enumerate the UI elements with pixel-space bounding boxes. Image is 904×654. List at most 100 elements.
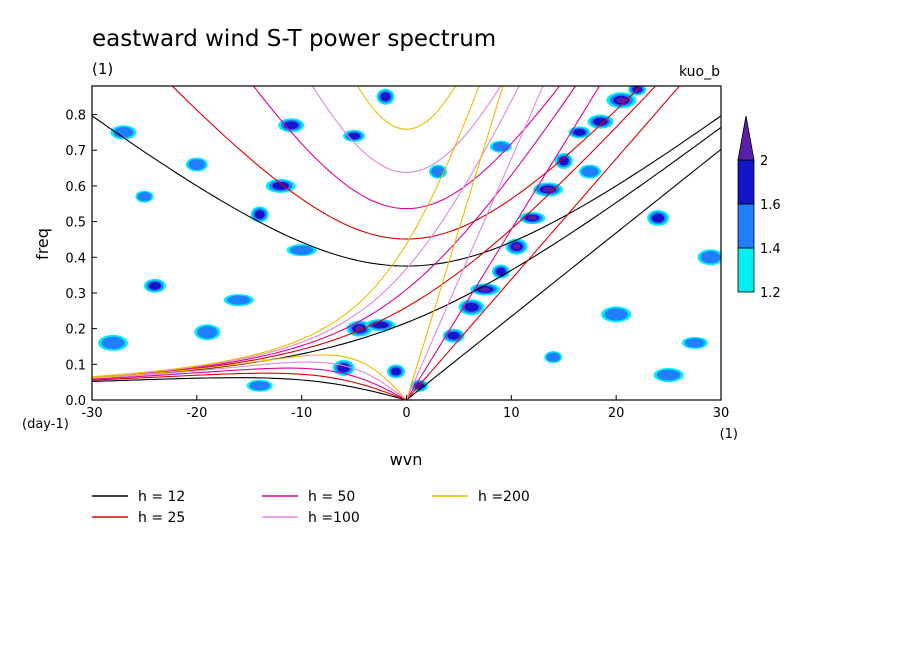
- contour-blob: [544, 351, 563, 364]
- y-axis-ticks: 0.0 0.1 0.2 0.3 0.4 0.5 0.6 0.7 0.8: [65, 109, 97, 409]
- colorbar-segment: [737, 203, 755, 249]
- contour-blob: [606, 92, 637, 109]
- chart-annotation-right: kuo_b: [679, 64, 720, 80]
- contour-blob: [223, 294, 254, 307]
- dispersion-curve: [405, 86, 544, 400]
- dispersion-curve: [405, 86, 504, 400]
- contour-level: [197, 325, 218, 339]
- y-tick-label: 0.6: [65, 180, 86, 195]
- contour-level: [272, 181, 290, 190]
- y-tick-label: 0.4: [65, 251, 86, 266]
- contour-blob: [387, 364, 406, 379]
- legend-label: h = 12: [138, 489, 185, 505]
- x-tick-label: 0: [402, 406, 410, 421]
- legend-label: h =200: [478, 489, 530, 505]
- contour-blob: [554, 152, 573, 169]
- contour-level: [227, 295, 251, 305]
- contour-level: [593, 117, 608, 126]
- dispersion-curve: [92, 86, 480, 378]
- x-tick-label: -10: [291, 406, 312, 421]
- contour-level: [558, 156, 569, 166]
- legend: h = 12 h = 25 h = 50 h =100 h =200: [92, 489, 530, 526]
- y-tick-label: 0.5: [65, 216, 86, 231]
- contour-blob: [143, 278, 166, 293]
- dispersion-curve: [406, 86, 601, 400]
- contour-blob: [265, 178, 296, 193]
- y-tick-label: 0.8: [65, 109, 86, 124]
- contour-level: [289, 245, 314, 255]
- y-tick-label: 0.3: [65, 287, 86, 302]
- contour-blob: [97, 334, 128, 351]
- x-tick-label: -30: [81, 406, 102, 421]
- contour-blob: [278, 118, 305, 133]
- contour-level: [249, 381, 270, 391]
- contour-blob: [110, 125, 137, 140]
- colorbar-segment: [737, 247, 755, 293]
- dispersion-curve: [92, 126, 721, 379]
- dispersion-curve: [92, 354, 407, 400]
- x-axis-ticks: -30 -20 -10 0 10 20 30: [81, 395, 729, 421]
- legend-label: h = 25: [138, 510, 185, 526]
- contour-level: [604, 308, 628, 321]
- contour-fill-layer: [97, 86, 721, 392]
- colorbar-label: 1.6: [760, 198, 781, 213]
- x-axis-label: wvn: [390, 450, 423, 469]
- dispersion-curve: [311, 86, 502, 173]
- contour-level: [700, 251, 721, 264]
- x-tick-label: 20: [608, 406, 625, 421]
- contour-blob: [505, 238, 528, 255]
- contour-blob: [135, 190, 154, 203]
- colorbar-segment: [737, 159, 755, 205]
- dispersion-curve: [92, 361, 407, 400]
- x-tick-label: -20: [186, 406, 207, 421]
- contour-level: [113, 126, 134, 138]
- contour-level: [188, 159, 206, 170]
- contour-blob: [246, 379, 273, 392]
- dispersion-curve: [406, 86, 681, 400]
- contour-level: [371, 321, 389, 329]
- y-axis-label: freq: [33, 228, 52, 260]
- contour-blob: [365, 319, 396, 332]
- dispersion-curve: [92, 86, 577, 378]
- legend-label: h =100: [308, 510, 360, 526]
- contour-level: [430, 166, 445, 178]
- colorbar-arrow: [737, 115, 755, 161]
- contour-blob: [343, 129, 366, 142]
- contour-level: [512, 243, 521, 250]
- dispersion-curve: [92, 377, 407, 400]
- x-tick-label: 10: [503, 406, 520, 421]
- dispersion-curve: [92, 115, 721, 267]
- colorbar: 1.2 1.4 1.6 2: [737, 115, 781, 301]
- contour-level: [148, 281, 162, 290]
- legend-label: h = 50: [308, 489, 355, 505]
- contour-blob: [250, 206, 269, 223]
- dispersion-curve: [92, 367, 407, 400]
- colorbar-label: 1.4: [760, 242, 781, 257]
- colorbar-label: 1.2: [760, 286, 781, 301]
- x-axis-unit: (1): [720, 427, 738, 442]
- contour-blob: [185, 157, 208, 172]
- contour-blob: [458, 299, 485, 316]
- contour-level: [684, 338, 705, 348]
- contour-level: [137, 191, 152, 202]
- contour-level: [546, 352, 561, 362]
- contour-level: [651, 213, 665, 223]
- chart-title: eastward wind S-T power spectrum: [92, 26, 496, 52]
- contour-level: [380, 92, 391, 102]
- contour-level: [495, 267, 506, 276]
- contour-blob: [681, 336, 708, 349]
- contour-blob: [376, 88, 395, 105]
- contour-blob: [568, 126, 591, 139]
- contour-level: [581, 166, 599, 178]
- contour-blob: [697, 249, 721, 266]
- dispersion-curve: [356, 86, 457, 130]
- y-axis-unit: (day-1): [22, 417, 69, 432]
- contour-level: [616, 97, 627, 103]
- contour-level: [542, 187, 554, 192]
- contour-level: [347, 132, 361, 140]
- contour-blob: [578, 164, 601, 179]
- dispersion-curve: [92, 372, 407, 400]
- contour-blob: [601, 306, 632, 323]
- contour-blob: [519, 212, 546, 225]
